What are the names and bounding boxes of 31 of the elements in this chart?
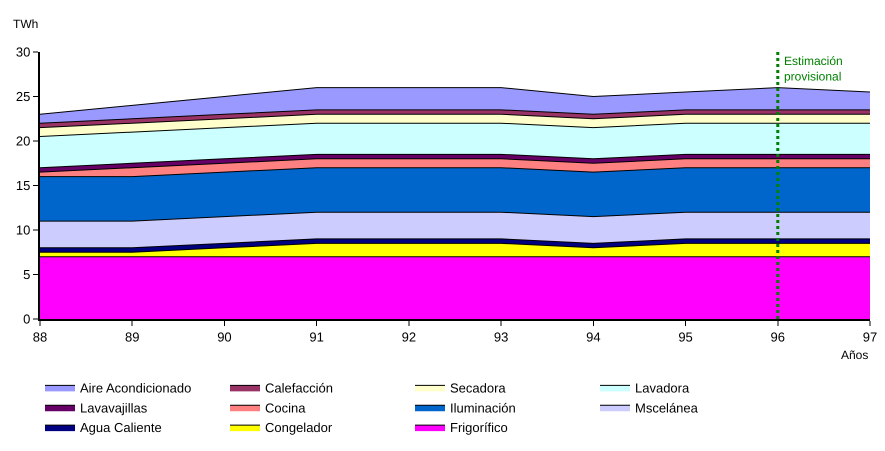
- x-tick-label: 90: [217, 330, 232, 345]
- x-tick-label: 93: [494, 330, 508, 345]
- x-tick-label: 91: [309, 330, 324, 345]
- x-tick-label: 92: [402, 330, 416, 345]
- y-tick-label: 0: [23, 312, 30, 327]
- y-tick-label: 15: [16, 178, 30, 194]
- x-tick-label: 94: [586, 330, 601, 345]
- legend-label: Iluminación: [450, 400, 516, 416]
- legend-label: Frigorífico: [450, 420, 508, 436]
- legend-label: Secadora: [450, 380, 506, 396]
- legend-label: Lavavajillas: [80, 400, 148, 416]
- legend-label: Congelador: [265, 420, 333, 436]
- x-tick-label: 95: [678, 330, 693, 345]
- legend-label: Calefacción: [265, 380, 333, 396]
- y-tick-label: 30: [16, 44, 30, 60]
- ref-line-label: Estimación provisional: [784, 54, 843, 84]
- x-axis-title: Años: [841, 348, 868, 362]
- x-tick-label: 96: [770, 330, 786, 345]
- y-tick-label: 20: [16, 134, 30, 149]
- x-tick-label: 97: [862, 330, 878, 345]
- y-tick-label: 25: [16, 89, 30, 104]
- legend-label: Lavadora: [635, 380, 690, 396]
- legend-label: Aire Acondicionado: [80, 380, 192, 396]
- legend-label: Mscelánea: [635, 400, 699, 416]
- y-tick-label: 10: [16, 222, 30, 238]
- legend-label: Agua Caliente: [80, 420, 162, 436]
- y-axis-title: TWh: [13, 17, 38, 31]
- legend-label: Cocina: [265, 400, 306, 416]
- x-tick-label: 88: [32, 330, 48, 345]
- x-tick-label: 89: [124, 330, 140, 345]
- y-tick-label: 5: [23, 267, 30, 282]
